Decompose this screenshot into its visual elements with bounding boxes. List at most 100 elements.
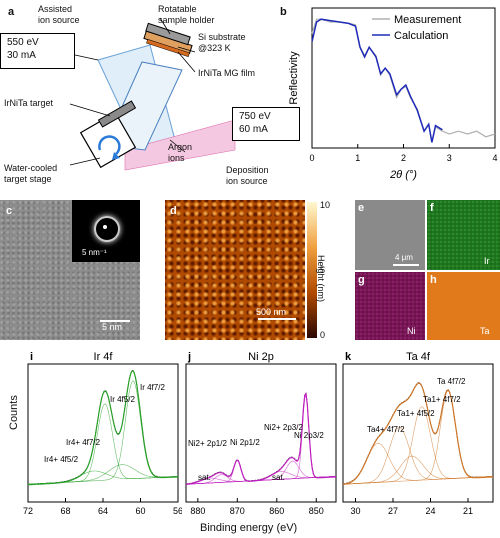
component-peak	[28, 380, 179, 485]
scale-label-e: 4 μm	[395, 253, 413, 262]
component-peak	[28, 464, 179, 485]
x-tick-label: 880	[190, 506, 205, 516]
y-axis-label: Reflectivity	[288, 51, 300, 105]
panel-label-c: c	[6, 205, 13, 217]
x-tick-label: 3	[447, 153, 452, 163]
arrowhead-icon	[112, 152, 120, 160]
peak-label: Ir 4f5/2	[110, 395, 135, 404]
x-tick-label: 64	[98, 506, 108, 516]
colorbar-title: Height (nm)	[316, 255, 326, 303]
inset-scale: 5 nm⁻¹	[82, 248, 107, 257]
peak-label: Ta4+ 4f7/2	[367, 425, 405, 434]
diffraction-inset: 5 nm⁻¹	[72, 200, 140, 262]
measured-spectrum	[342, 382, 494, 485]
peak-label: Ir 4f7/2	[140, 383, 165, 392]
x-tick-label: 72	[23, 506, 33, 516]
component-peak	[343, 427, 494, 485]
plot-frame	[311, 7, 496, 149]
component-peak	[343, 390, 494, 485]
assisted-source-label: Assisted ion source	[38, 4, 80, 25]
peak-label: Ir4+ 4f5/2	[44, 455, 79, 464]
argon-label: Argon ions	[168, 142, 193, 163]
chart-title: Ta 4f	[406, 351, 431, 363]
deposition-schematic	[69, 17, 236, 171]
component-peak	[28, 470, 179, 485]
x-tick-label: 4	[492, 153, 497, 163]
peak-label: Ta1+ 4f7/2	[423, 395, 461, 404]
fit-envelope	[342, 382, 494, 485]
panel-label-f: f	[430, 202, 434, 214]
reflectivity-chart: 0 1 2 3 4 2θ (°) Reflectivity Measurement Calcul…	[288, 7, 498, 181]
peak-label: sat.	[272, 473, 285, 482]
x-tick-label: 30	[350, 506, 360, 516]
xps-ta-chart: k Ta 4f 30 27 24 21 Ta 4f7/2 Ta1+ 4f7/2 Ta1+ 4f5…	[342, 351, 494, 516]
diffraction-center	[103, 225, 107, 229]
panel-label: j	[187, 351, 191, 363]
x-tick-label: 56	[173, 506, 182, 516]
rotatable-holder-label: Rotatable sample holder	[158, 4, 215, 25]
chart-title: Ir 4f	[94, 351, 114, 363]
panel-label-e: e	[358, 202, 365, 214]
plot-frame	[342, 363, 494, 503]
panel-label-d: d	[170, 205, 177, 217]
component-peak	[343, 406, 494, 485]
eds-ni-label: Ni	[407, 326, 416, 336]
chart-title: Ni 2p	[248, 351, 274, 363]
peak-label: Ir4+ 4f7/2	[66, 438, 101, 447]
eds-ir-label: Ir	[484, 256, 490, 266]
deposition-source-label: Deposition ion source	[226, 165, 269, 186]
rotation-arrow-icon	[98, 135, 121, 155]
peak-label: Ta 4f7/2	[437, 377, 466, 386]
peak-label: Ni2+ 2p1/2	[188, 439, 227, 448]
xps-ir-chart: i Ir 4f 72 68 64 60 56 Ir 4f7/2 Ir 4f5/2 Ir4+ 4f7…	[23, 351, 182, 516]
colorbar-tick-min: 0	[320, 330, 326, 340]
peak-label: Ni 2p1/2	[230, 438, 260, 447]
x-tick-label: 0	[309, 153, 314, 163]
series-line-calculation	[311, 18, 443, 143]
eds-map-ta	[427, 272, 500, 340]
x-tick-label: 21	[463, 506, 473, 516]
x-tick-label: 24	[425, 506, 435, 516]
peak-label: Ta1+ 4f5/2	[397, 409, 435, 418]
colorbar	[307, 202, 317, 338]
eds-ta-label: Ta	[480, 326, 490, 336]
sem-image	[355, 200, 425, 270]
x-tick-label: 870	[230, 506, 245, 516]
xps-xlabel: Binding energy (eV)	[200, 522, 298, 534]
deposition-source-box: 750 eV 60 mA	[232, 107, 300, 141]
xps-ylabel: Counts	[8, 395, 20, 430]
x-tick-label: 1	[355, 153, 360, 163]
stage-label: Water-cooled target stage	[4, 163, 58, 184]
panel-label: k	[345, 351, 352, 363]
x-axis-label: 2θ (°)	[389, 169, 417, 181]
eds-map-ir	[427, 200, 500, 270]
x-tick-label: 27	[388, 506, 398, 516]
x-tick-label: 2	[401, 153, 406, 163]
colorbar-tick-mid: 5	[320, 265, 326, 275]
scale-label-d: 500 nm	[256, 307, 287, 317]
plot-frame	[185, 363, 337, 503]
target	[97, 100, 137, 128]
target-label: IrNiTa target	[4, 98, 54, 108]
x-tick-label: 850	[309, 506, 324, 516]
peak-label: Ni 2p3/2	[294, 431, 324, 440]
peak-label: Ni2+ 2p3/2	[264, 423, 303, 432]
sample-holder	[145, 22, 191, 46]
assisted-source-box: 550 eV 30 mA	[0, 33, 75, 69]
peak-label: sat.	[198, 473, 211, 482]
diffraction-ring	[94, 216, 120, 242]
panel-label-g: g	[358, 274, 365, 286]
component-peak	[343, 455, 494, 485]
argon-beam	[124, 119, 236, 171]
afm-image	[165, 200, 305, 340]
substrate-label: Si substrate @323 K	[198, 32, 246, 53]
x-tick-label: 860	[269, 506, 284, 516]
panel-label: i	[30, 351, 33, 363]
film-label: IrNiTa MG film	[198, 68, 255, 78]
x-tick-label: 68	[60, 506, 70, 516]
component-peak	[28, 403, 179, 485]
eds-map-ni	[355, 272, 425, 340]
scale-label-c: 5 nm	[102, 322, 123, 332]
panel-label-h: h	[430, 274, 437, 286]
